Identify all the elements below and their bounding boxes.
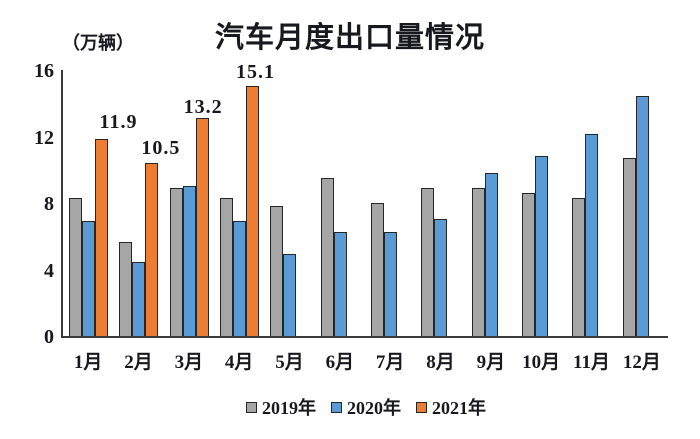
y-tick-label-8: 8 [44, 193, 54, 216]
bar-2019年-11月 [572, 197, 586, 337]
data-label-2021年-3月: 13.2 [183, 95, 223, 118]
bar-2020年-11月 [585, 134, 599, 337]
legend-label-2021年: 2021年 [432, 398, 486, 418]
x-tick-label-8月: 8月 [426, 352, 455, 373]
bar-2019年-10月 [522, 192, 535, 337]
bar-2020年-10月 [535, 156, 548, 337]
bar-2020年-8月 [434, 219, 448, 337]
x-tick-label-2月: 2月 [124, 352, 153, 373]
bar-2020年-2月 [132, 262, 146, 337]
legend-item-2019年: 2019年 [246, 394, 316, 420]
data-label-2021年-1月: 11.9 [99, 111, 138, 134]
bar-2019年-2月 [119, 242, 133, 337]
x-tick-label-10月: 10月 [522, 352, 561, 373]
legend-item-2021年: 2021年 [416, 394, 486, 420]
legend-swatch-2020年 [331, 401, 342, 413]
bar-2019年-7月 [371, 202, 384, 337]
bar-2019年-12月 [622, 157, 636, 337]
data-label-2021年-4月: 15.1 [236, 61, 275, 84]
legend: 2019年 2020年 2021年 [16, 394, 700, 420]
y-tick-label-16: 16 [34, 60, 54, 83]
legend-label-2019年: 2019年 [262, 398, 316, 418]
y-tick-label-0: 0 [44, 326, 54, 348]
x-tick-label-7月: 7月 [375, 352, 405, 373]
legend-swatch-2021年 [416, 401, 427, 413]
bar-2020年-5月 [283, 254, 297, 337]
x-tick-label-9月: 9月 [476, 352, 506, 373]
bar-2020年-4月 [233, 220, 246, 337]
chart-title: 汽车月度出口量情况 [214, 22, 485, 54]
data-label-2021年-2月: 10.5 [141, 136, 181, 159]
y-tick-label-12: 12 [34, 126, 54, 149]
bar-2019年-4月 [220, 197, 233, 337]
x-tick-label-12月: 12月 [622, 352, 661, 373]
bar-2019年-3月 [169, 187, 183, 337]
bar-2019年-5月 [270, 205, 284, 337]
bar-2021年-1月 [95, 139, 108, 337]
bar-2020年-12月 [635, 96, 649, 337]
legend-swatch-2019年 [246, 401, 257, 413]
x-tick-label-5月: 5月 [275, 352, 304, 373]
bar-2020年-1月 [82, 220, 95, 337]
bar-2020年-7月 [384, 232, 397, 337]
bar-2020年-9月 [484, 172, 498, 337]
bar-2021年-4月 [246, 86, 259, 337]
bar-2019年-6月 [320, 177, 334, 337]
bar-2019年-9月 [471, 187, 485, 337]
legend-item-2020年: 2020年 [331, 394, 401, 420]
bar-2019年-1月 [69, 197, 82, 337]
y-axis-unit-label: （万辆） [62, 33, 134, 53]
legend-label-2020年: 2020年 [347, 398, 401, 418]
x-tick-label-3月: 3月 [174, 352, 204, 373]
bar-2021年-3月 [195, 117, 209, 337]
x-tick-label-4月: 4月 [224, 352, 254, 373]
bar-2020年-6月 [333, 232, 347, 337]
bar-2020年-3月 [182, 185, 196, 337]
bar-2021年-2月 [145, 162, 159, 337]
x-tick-label-6月: 6月 [325, 352, 355, 373]
bar-2019年-8月 [421, 187, 435, 337]
x-tick-label-11月: 11月 [573, 352, 610, 373]
x-tick-label-1月: 1月 [73, 352, 103, 373]
y-tick-label-4: 4 [44, 259, 54, 282]
y-axis-line [61, 70, 63, 338]
x-axis-line [61, 336, 668, 338]
